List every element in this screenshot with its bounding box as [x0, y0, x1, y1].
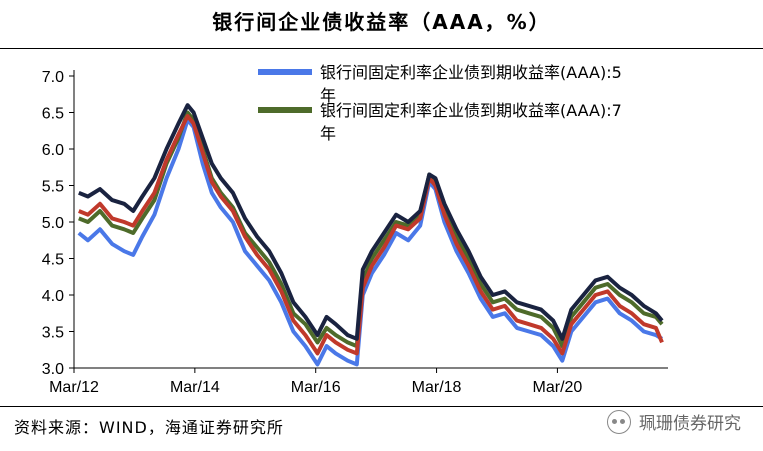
title-divider	[0, 48, 763, 49]
series-line-4	[78, 103, 664, 341]
x-tick-label: Mar/12	[49, 379, 99, 396]
wechat-icon	[607, 409, 631, 434]
legend-label-wrap-2: 年	[320, 124, 336, 143]
y-tick-label: 3.5	[42, 325, 64, 342]
legend-label-wrap-1: 年	[320, 86, 336, 105]
footer-divider	[0, 406, 763, 407]
chart-title: 银行间企业债收益率（AAA，%）	[212, 10, 551, 34]
legend: 银行间固定利率企业债到期收益率(AAA):5年银行间固定利率企业债到期收益率(A…	[258, 63, 622, 143]
y-tick-label: 6.5	[42, 106, 64, 123]
y-tick-label: 4.0	[42, 288, 64, 305]
watermark-text: 珮珊债券研究	[639, 414, 741, 434]
x-tick-label: Mar/20	[533, 379, 583, 396]
legend-label-2: 银行间固定利率企业债到期收益率(AAA):7	[320, 101, 622, 120]
legend-label-1: 银行间固定利率企业债到期收益率(AAA):5	[320, 63, 622, 82]
y-tick-label: 6.0	[42, 142, 64, 159]
source-note: 资料来源：WIND，海通证券研究所	[14, 418, 284, 437]
x-tick-label: Mar/18	[412, 379, 462, 396]
y-tick-label: 4.5	[42, 252, 64, 269]
series-layer	[77, 103, 664, 367]
y-tick-label: 5.5	[42, 179, 64, 196]
y-tick-label: 5.0	[42, 215, 64, 232]
watermark: 珮珊债券研究	[607, 409, 741, 434]
y-tick-label: 7.0	[42, 69, 64, 86]
x-tick-label: Mar/16	[291, 379, 341, 396]
x-tick-label: Mar/14	[170, 379, 220, 396]
y-tick-label: 3.0	[42, 361, 64, 378]
